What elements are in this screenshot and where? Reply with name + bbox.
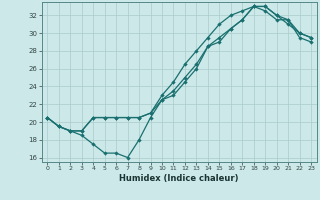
- X-axis label: Humidex (Indice chaleur): Humidex (Indice chaleur): [119, 174, 239, 183]
